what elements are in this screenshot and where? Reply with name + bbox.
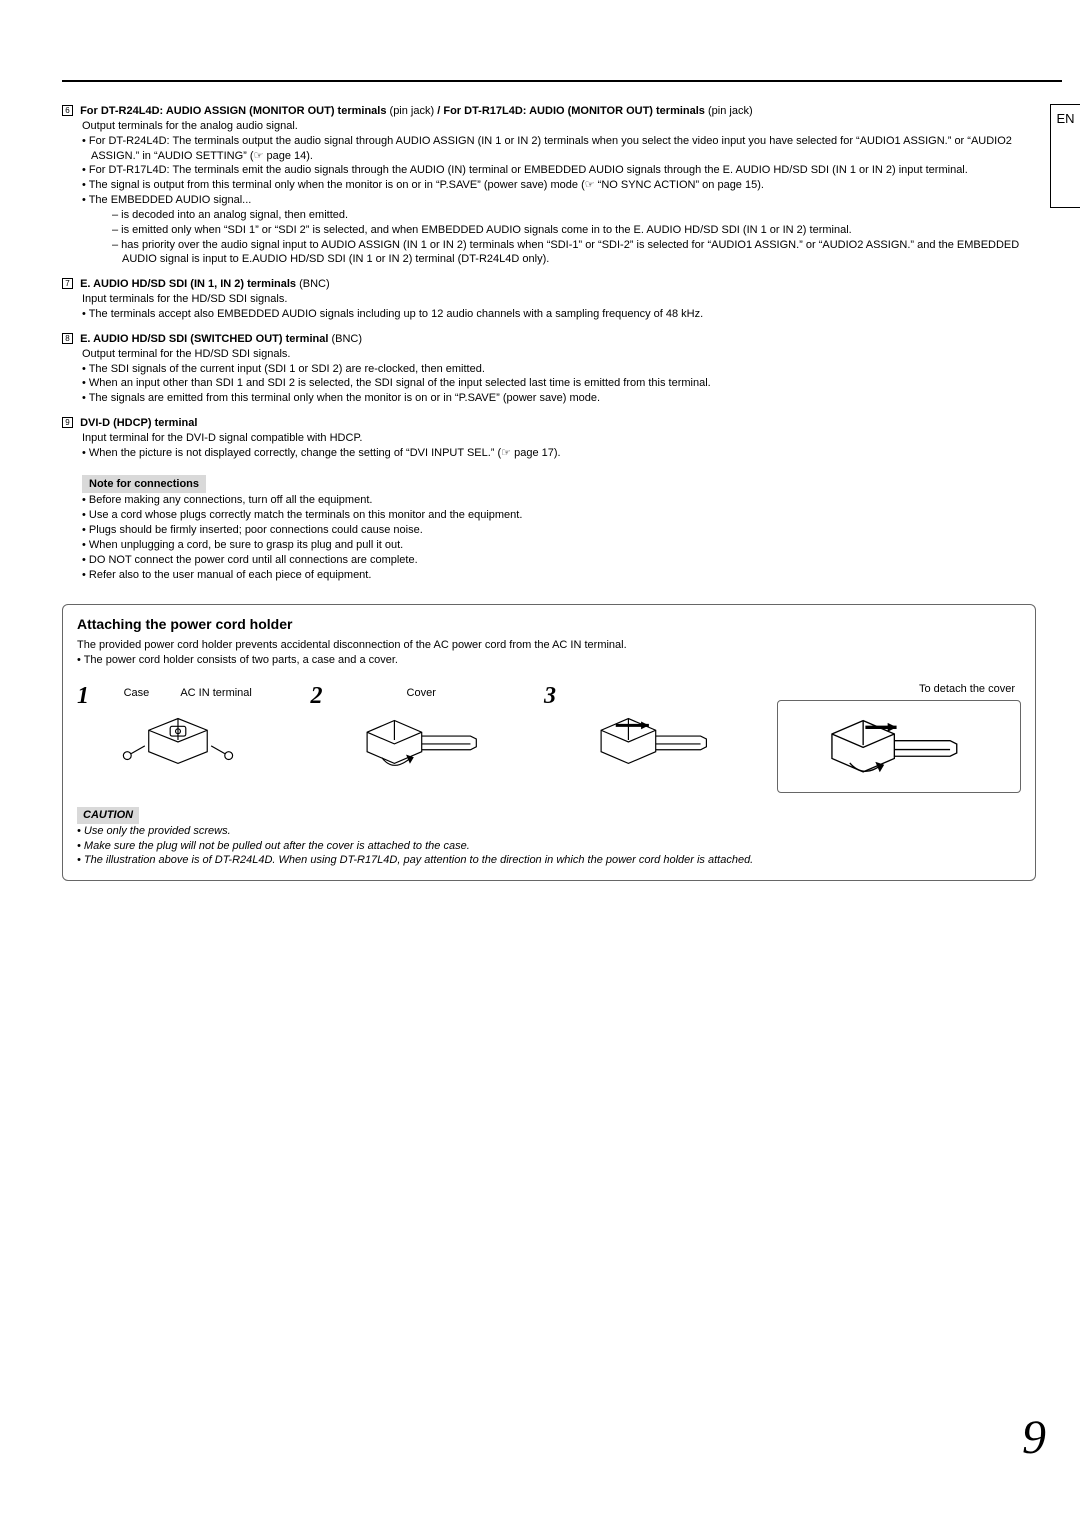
note-bullet-1: • Before making any connections, turn of… [82, 493, 1036, 508]
note-bullet-4: • When unplugging a cord, be sure to gra… [82, 538, 1036, 553]
item-7-subhead: Input terminals for the HD/SD SDI signal… [82, 292, 1036, 307]
item-8-subhead: Output terminal for the HD/SD SDI signal… [82, 347, 1036, 362]
step-2-illustration [310, 701, 531, 779]
step-2-number: 2 [310, 680, 322, 712]
item-6-dash-3: – has priority over the audio signal inp… [112, 238, 1036, 268]
page-content: 6 For DT-R24L4D: AUDIO ASSIGN (MONITOR O… [62, 104, 1036, 881]
item-6-heading: 6 For DT-R24L4D: AUDIO ASSIGN (MONITOR O… [62, 104, 1036, 119]
item-6-bullet-1: • For DT-R24L4D: The terminals output th… [82, 134, 1036, 164]
item-8-heading: 8 E. AUDIO HD/SD SDI (SWITCHED OUT) term… [62, 332, 1036, 347]
note-bullet-5: • DO NOT connect the power cord until al… [82, 553, 1036, 568]
caution-heading: CAUTION [77, 807, 139, 824]
page-number: 9 [1022, 1410, 1046, 1465]
detach-label: To detach the cover [919, 682, 1015, 697]
item-number-9: 9 [62, 417, 73, 428]
item-6-subhead: Output terminals for the analog audio si… [82, 119, 1036, 134]
language-tab: EN [1050, 104, 1080, 208]
step-3: 3 [544, 682, 765, 775]
step-3-number: 3 [544, 680, 556, 712]
step-detach: To detach the cover [777, 682, 1021, 793]
caution-bullet-2: • Make sure the plug will not be pulled … [77, 839, 1021, 854]
item-8-bullet-3: • The signals are emitted from this term… [82, 391, 1036, 406]
item-6-bullet-3: • The signal is output from this termina… [82, 178, 1036, 193]
note-bullet-3: • Plugs should be firmly inserted; poor … [82, 523, 1036, 538]
item-8-bullet-2: • When an input other than SDI 1 and SDI… [82, 376, 1036, 391]
power-desc-2: • The power cord holder consists of two … [77, 653, 1021, 668]
step-1-label-acin: AC IN terminal [180, 686, 252, 701]
item-number-8: 8 [62, 333, 73, 344]
item-8-bold: E. AUDIO HD/SD SDI (SWITCHED OUT) termin… [80, 333, 328, 345]
item-9-bullet-1: • When the picture is not displayed corr… [82, 446, 1036, 461]
step-1-label-case: Case [124, 686, 150, 701]
item-number-7: 7 [62, 278, 73, 289]
step-2-label-cover: Cover [407, 686, 436, 701]
step-1-number: 1 [77, 680, 89, 712]
caution-bullet-3: • The illustration above is of DT-R24L4D… [77, 853, 1021, 868]
item-9-subhead: Input terminal for the DVI-D signal comp… [82, 431, 1036, 446]
item-7-bullet-1: • The terminals accept also EMBEDDED AUD… [82, 307, 1036, 322]
note-bullet-6: • Refer also to the user manual of each … [82, 568, 1036, 583]
note-bullet-2: • Use a cord whose plugs correctly match… [82, 508, 1036, 523]
item-7-bold: E. AUDIO HD/SD SDI (IN 1, IN 2) terminal… [80, 278, 296, 290]
power-cord-box: Attaching the power cord holder The prov… [62, 604, 1036, 881]
caution-bullet-1: • Use only the provided screws. [77, 824, 1021, 839]
item-9-heading: 9 DVI-D (HDCP) terminal [62, 416, 1036, 431]
step-2: 2 Cover [310, 682, 531, 775]
item-6-bullet-4: • The EMBEDDED AUDIO signal... [82, 193, 1036, 208]
item-6-bold-b: For DT-R17L4D: AUDIO (MONITOR OUT) termi… [443, 105, 705, 117]
item-8-suffix: (BNC) [328, 333, 362, 345]
item-6-dash-1: – is decoded into an analog signal, then… [112, 208, 1036, 223]
item-7-suffix: (BNC) [296, 278, 330, 290]
power-desc: The provided power cord holder prevents … [77, 638, 1021, 653]
item-6-bold-a: For DT-R24L4D: AUDIO ASSIGN (MONITOR OUT… [80, 105, 386, 117]
power-title: Attaching the power cord holder [77, 615, 1021, 634]
item-9-bold: DVI-D (HDCP) terminal [80, 417, 197, 429]
item-7-heading: 7 E. AUDIO HD/SD SDI (IN 1, IN 2) termin… [62, 277, 1036, 292]
item-6-suffix-a: (pin jack) [386, 105, 437, 117]
steps-row: 1 Case AC IN terminal [77, 682, 1021, 793]
step-3-illustration [544, 701, 765, 779]
top-rule [62, 80, 1062, 82]
item-8-bullet-1: • The SDI signals of the current input (… [82, 362, 1036, 377]
step-1: 1 Case AC IN terminal [77, 682, 298, 775]
item-6-dash-2: – is emitted only when “SDI 1” or “SDI 2… [112, 223, 1036, 238]
item-6-suffix-b: (pin jack) [705, 105, 753, 117]
note-heading: Note for connections [82, 475, 206, 494]
detach-illustration [782, 705, 1016, 783]
item-6-bullet-2: • For DT-R17L4D: The terminals emit the … [82, 163, 1036, 178]
item-number-6: 6 [62, 105, 73, 116]
step-1-illustration [77, 701, 298, 779]
